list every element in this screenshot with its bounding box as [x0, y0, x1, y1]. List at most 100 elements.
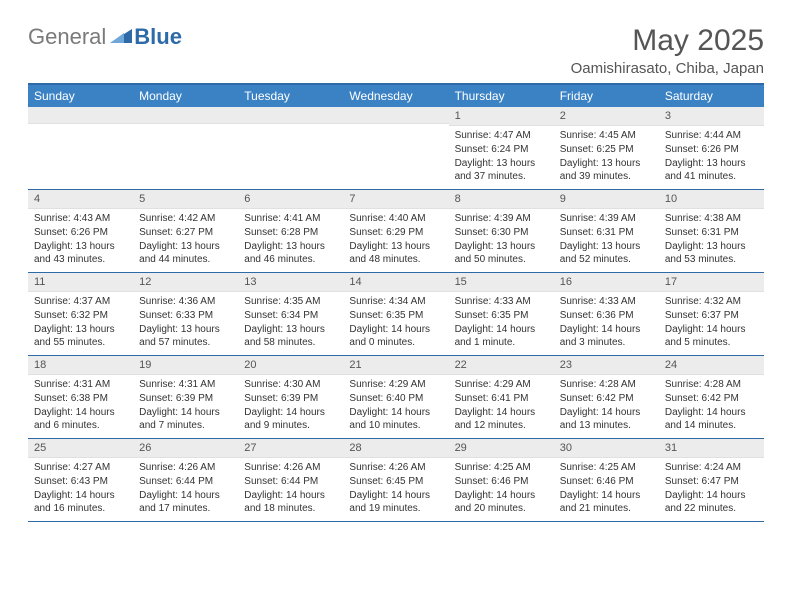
- day-number: 20: [238, 356, 343, 375]
- sunset-text: Sunset: 6:45 PM: [349, 475, 442, 488]
- day-number: [238, 107, 343, 124]
- location-text: Oamishirasato, Chiba, Japan: [571, 60, 764, 77]
- day-body: Sunrise: 4:37 AMSunset: 6:32 PMDaylight:…: [28, 292, 133, 354]
- daylight-text: Daylight: 14 hours and 9 minutes.: [244, 406, 337, 432]
- day-cell: [133, 107, 238, 189]
- logo-text-general: General: [28, 24, 106, 50]
- logo: General Blue: [28, 24, 182, 50]
- day-cell: 21Sunrise: 4:29 AMSunset: 6:40 PMDayligh…: [343, 356, 448, 438]
- daylight-text: Daylight: 13 hours and 58 minutes.: [244, 323, 337, 349]
- sunrise-text: Sunrise: 4:40 AM: [349, 212, 442, 225]
- day-number: 13: [238, 273, 343, 292]
- day-cell: 20 Sunrise: 4:30 AMSunset: 6:39 PMDayligh…: [238, 356, 343, 438]
- day-body: Sunrise: 4:25 AMSunset: 6:46 PMDaylight:…: [449, 458, 554, 520]
- daylight-text: Daylight: 14 hours and 17 minutes.: [139, 489, 232, 515]
- day-body: Sunrise: 4:33 AMSunset: 6:36 PMDaylight:…: [554, 292, 659, 354]
- day-number: 22: [449, 356, 554, 375]
- daylight-text: Daylight: 13 hours and 43 minutes.: [34, 240, 127, 266]
- day-cell: 4Sunrise: 4:43 AMSunset: 6:26 PMDaylight…: [28, 190, 133, 272]
- day-body: Sunrise: 4:45 AMSunset: 6:25 PMDaylight:…: [554, 126, 659, 188]
- sunrise-text: Sunrise: 4:43 AM: [34, 212, 127, 225]
- day-number: 1: [449, 107, 554, 126]
- sunrise-text: Sunrise: 4:31 AM: [34, 378, 127, 391]
- day-cell: 16Sunrise: 4:33 AMSunset: 6:36 PMDayligh…: [554, 273, 659, 355]
- sunrise-text: Sunrise: 4:25 AM: [560, 461, 653, 474]
- day-cell: 30Sunrise: 4:25 AMSunset: 6:46 PMDayligh…: [554, 439, 659, 521]
- day-body: Sunrise: 4:25 AMSunset: 6:46 PMDaylight:…: [554, 458, 659, 520]
- sunrise-text: Sunrise: 4:42 AM: [139, 212, 232, 225]
- day-number: 19: [133, 356, 238, 375]
- day-number: 18: [28, 356, 133, 375]
- day-number: 5: [133, 190, 238, 209]
- day-number: 9: [554, 190, 659, 209]
- day-cell: 8Sunrise: 4:39 AMSunset: 6:30 PMDaylight…: [449, 190, 554, 272]
- day-body: Sunrise: 4:29 AMSunset: 6:41 PMDaylight:…: [449, 375, 554, 437]
- day-body: Sunrise: 4:47 AMSunset: 6:24 PMDaylight:…: [449, 126, 554, 188]
- sunrise-text: Sunrise: 4:34 AM: [349, 295, 442, 308]
- daylight-text: Daylight: 13 hours and 41 minutes.: [665, 157, 758, 183]
- sunset-text: Sunset: 6:38 PM: [34, 392, 127, 405]
- day-number: 26: [133, 439, 238, 458]
- weekday-header-row: Sunday Monday Tuesday Wednesday Thursday…: [28, 85, 764, 107]
- day-number: 6: [238, 190, 343, 209]
- day-body: Sunrise: 4:29 AMSunset: 6:40 PMDaylight:…: [343, 375, 448, 437]
- sunset-text: Sunset: 6:36 PM: [560, 309, 653, 322]
- daylight-text: Daylight: 14 hours and 0 minutes.: [349, 323, 442, 349]
- sunrise-text: Sunrise: 4:44 AM: [665, 129, 758, 142]
- day-body: Sunrise: 4:32 AMSunset: 6:37 PMDaylight:…: [659, 292, 764, 354]
- day-body: Sunrise: 4:44 AMSunset: 6:26 PMDaylight:…: [659, 126, 764, 188]
- day-cell: 10Sunrise: 4:38 AMSunset: 6:31 PMDayligh…: [659, 190, 764, 272]
- month-title: May 2025: [571, 24, 764, 58]
- weekday-header: Saturday: [659, 85, 764, 107]
- day-cell: 13Sunrise: 4:35 AMSunset: 6:34 PMDayligh…: [238, 273, 343, 355]
- day-cell: 28Sunrise: 4:26 AMSunset: 6:45 PMDayligh…: [343, 439, 448, 521]
- sunrise-text: Sunrise: 4:33 AM: [455, 295, 548, 308]
- sunrise-text: Sunrise: 4:33 AM: [560, 295, 653, 308]
- sunset-text: Sunset: 6:37 PM: [665, 309, 758, 322]
- day-cell: 17Sunrise: 4:32 AMSunset: 6:37 PMDayligh…: [659, 273, 764, 355]
- sunset-text: Sunset: 6:44 PM: [244, 475, 337, 488]
- sunrise-text: Sunrise: 4:45 AM: [560, 129, 653, 142]
- sunset-text: Sunset: 6:34 PM: [244, 309, 337, 322]
- day-cell: 24Sunrise: 4:28 AMSunset: 6:42 PMDayligh…: [659, 356, 764, 438]
- calendar: Sunday Monday Tuesday Wednesday Thursday…: [28, 83, 764, 522]
- sunset-text: Sunset: 6:33 PM: [139, 309, 232, 322]
- weekday-header: Monday: [133, 85, 238, 107]
- daylight-text: Daylight: 13 hours and 52 minutes.: [560, 240, 653, 266]
- day-body: Sunrise: 4:28 AMSunset: 6:42 PMDaylight:…: [554, 375, 659, 437]
- day-number: 16: [554, 273, 659, 292]
- sunset-text: Sunset: 6:30 PM: [455, 226, 548, 239]
- sunset-text: Sunset: 6:40 PM: [349, 392, 442, 405]
- day-body: Sunrise: 4:31 AMSunset: 6:39 PMDaylight:…: [133, 375, 238, 437]
- sunset-text: Sunset: 6:39 PM: [244, 392, 337, 405]
- day-cell: 7Sunrise: 4:40 AMSunset: 6:29 PMDaylight…: [343, 190, 448, 272]
- day-cell: 31Sunrise: 4:24 AMSunset: 6:47 PMDayligh…: [659, 439, 764, 521]
- day-body: Sunrise: 4:35 AMSunset: 6:34 PMDaylight:…: [238, 292, 343, 354]
- day-cell: 22Sunrise: 4:29 AMSunset: 6:41 PMDayligh…: [449, 356, 554, 438]
- sunset-text: Sunset: 6:35 PM: [349, 309, 442, 322]
- day-cell: 29Sunrise: 4:25 AMSunset: 6:46 PMDayligh…: [449, 439, 554, 521]
- day-body: Sunrise: 4:43 AMSunset: 6:26 PMDaylight:…: [28, 209, 133, 271]
- sunset-text: Sunset: 6:26 PM: [665, 143, 758, 156]
- weeks-container: 1Sunrise: 4:47 AMSunset: 6:24 PMDaylight…: [28, 107, 764, 522]
- sunset-text: Sunset: 6:46 PM: [560, 475, 653, 488]
- day-number: [133, 107, 238, 124]
- sunrise-text: Sunrise: 4:25 AM: [455, 461, 548, 474]
- weekday-header: Tuesday: [238, 85, 343, 107]
- daylight-text: Daylight: 13 hours and 55 minutes.: [34, 323, 127, 349]
- day-body: [238, 124, 343, 184]
- day-number: 21: [343, 356, 448, 375]
- day-cell: 6Sunrise: 4:41 AMSunset: 6:28 PMDaylight…: [238, 190, 343, 272]
- sunrise-text: Sunrise: 4:39 AM: [455, 212, 548, 225]
- day-number: 3: [659, 107, 764, 126]
- daylight-text: Daylight: 13 hours and 37 minutes.: [455, 157, 548, 183]
- day-number: 14: [343, 273, 448, 292]
- sunset-text: Sunset: 6:29 PM: [349, 226, 442, 239]
- sunrise-text: Sunrise: 4:30 AM: [244, 378, 337, 391]
- day-number: 8: [449, 190, 554, 209]
- day-cell: 18Sunrise: 4:31 AMSunset: 6:38 PMDayligh…: [28, 356, 133, 438]
- day-body: [28, 124, 133, 184]
- sunset-text: Sunset: 6:27 PM: [139, 226, 232, 239]
- day-number: 2: [554, 107, 659, 126]
- day-cell: 12Sunrise: 4:36 AMSunset: 6:33 PMDayligh…: [133, 273, 238, 355]
